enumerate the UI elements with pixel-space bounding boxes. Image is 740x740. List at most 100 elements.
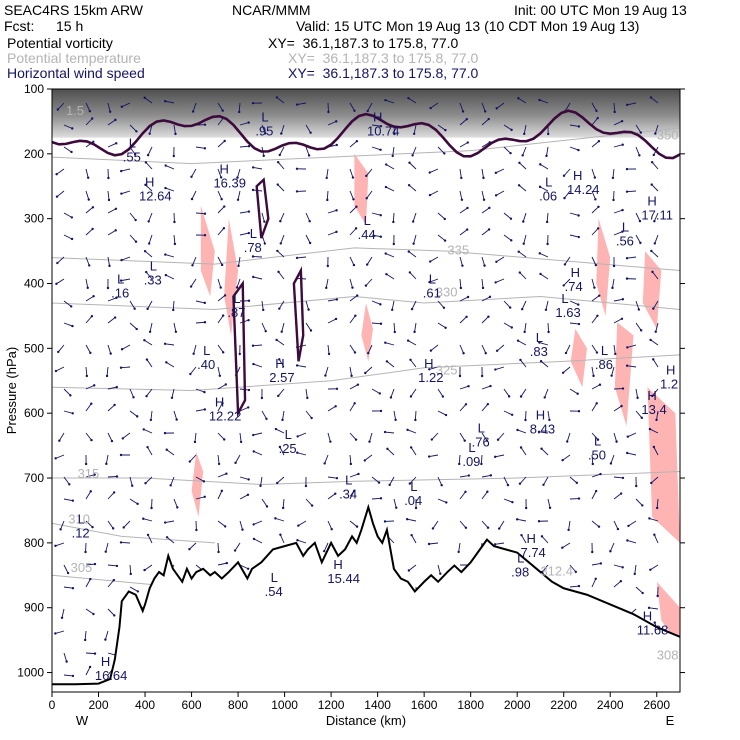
y-tick-label: 100 <box>24 82 44 96</box>
wind-vector <box>371 388 381 394</box>
pv-extremum-kind: L <box>429 272 436 287</box>
wind-vector <box>217 315 224 324</box>
wind-vector-head <box>220 198 223 201</box>
wind-vector-head <box>163 342 167 345</box>
wind-vector <box>565 344 571 354</box>
pv-extremum-kind: L <box>203 343 210 358</box>
wind-vector-head <box>264 329 267 333</box>
wind-vector-head <box>510 128 513 132</box>
wind-vector <box>58 432 65 441</box>
wind-vector-head <box>506 483 510 487</box>
wind-vector <box>305 234 311 244</box>
wind-vector-head <box>57 350 60 354</box>
wind-vector <box>367 102 373 112</box>
wind-vector-head <box>464 403 468 406</box>
wind-vector-head <box>119 541 123 544</box>
wind-vector <box>437 146 445 154</box>
wind-vector-head <box>597 205 600 208</box>
y-tick-label: 200 <box>24 147 44 161</box>
wind-vector <box>280 234 285 244</box>
wind-vector <box>217 256 223 266</box>
wind-vector <box>217 366 221 376</box>
theta-label: 350 <box>657 128 679 143</box>
wind-vector-head <box>407 569 411 572</box>
wind-vector-head <box>519 358 522 362</box>
wind-vector <box>429 190 439 196</box>
pv-extremum-kind: H <box>666 362 675 377</box>
wind-vector <box>349 454 352 465</box>
wind-vector-head <box>86 286 89 290</box>
wind-vector-head <box>203 147 207 150</box>
pv-extremum-kind: L <box>250 226 257 241</box>
wind-vector-head <box>355 205 358 208</box>
wind-vector-head <box>576 392 579 395</box>
wind-vector-head <box>648 517 651 520</box>
wind-vector <box>239 406 249 412</box>
wind-vector <box>392 212 395 223</box>
wind-vector <box>56 278 65 285</box>
wind-vector <box>481 118 490 126</box>
wind-vector-head <box>641 591 644 595</box>
wind-vector <box>189 454 197 462</box>
wind-vector <box>635 586 643 594</box>
wind-vector-head <box>203 408 207 411</box>
wind-vector-head <box>129 572 132 576</box>
wind-vector-head <box>310 416 313 420</box>
pv-contour <box>232 279 247 418</box>
wind-vector-head <box>489 384 492 388</box>
wind-vector <box>165 254 175 258</box>
wind-vector-head <box>365 263 369 266</box>
wind-vector-head <box>115 475 119 478</box>
wind-vector-head <box>545 220 549 224</box>
wind-vector-head <box>133 307 136 310</box>
wind-vector-head <box>296 538 299 542</box>
wind-vector <box>120 541 131 544</box>
wind-vector-head <box>523 132 526 136</box>
wind-vector <box>627 365 637 368</box>
wind-vector-head <box>263 242 267 245</box>
wind-vector <box>371 476 380 483</box>
wind-vector <box>305 124 311 133</box>
wind-vector <box>217 102 224 111</box>
wind-vector <box>414 410 417 421</box>
wind-vector <box>635 234 641 244</box>
wind-vector <box>253 166 263 170</box>
wind-vector-head <box>595 351 599 354</box>
wind-vector <box>63 146 72 153</box>
wind-vector <box>107 142 117 148</box>
wind-vector <box>327 432 331 442</box>
pv-extremum-value: .16 <box>111 286 129 301</box>
wind-vector-head <box>353 351 357 354</box>
wind-vector <box>107 520 114 529</box>
wind-vector-head <box>277 394 280 398</box>
wind-vector-head <box>136 415 139 418</box>
wind-vector <box>481 520 489 528</box>
wind-vector-head <box>440 484 443 487</box>
model-title: SEAC4RS 15km ARW <box>4 2 144 18</box>
wind-vector-head <box>567 528 570 532</box>
wind-vector <box>63 498 73 502</box>
wind-vector <box>277 184 285 192</box>
wind-vector <box>349 315 356 324</box>
wind-vector <box>407 429 417 434</box>
wind-vector <box>503 300 511 308</box>
wind-vector-head <box>653 242 657 245</box>
wind-vector <box>253 276 263 280</box>
pv-extremum-kind: H <box>573 168 582 183</box>
wind-vector <box>280 124 285 134</box>
wind-vector <box>612 278 615 288</box>
wind-vector <box>650 476 659 484</box>
wind-vector-head <box>114 207 118 210</box>
wind-vector <box>193 344 197 354</box>
wind-vector <box>569 146 579 151</box>
wind-vector-head <box>175 418 178 421</box>
wind-vector-head <box>594 263 598 267</box>
wind-vector-head <box>538 98 541 102</box>
wind-vector <box>430 344 439 351</box>
wind-vector <box>239 211 249 214</box>
wind-vector <box>458 542 461 552</box>
wind-vector <box>481 168 484 178</box>
wind-vector <box>539 99 549 104</box>
wind-vector-head <box>649 96 653 99</box>
wind-vector-head <box>146 153 150 157</box>
